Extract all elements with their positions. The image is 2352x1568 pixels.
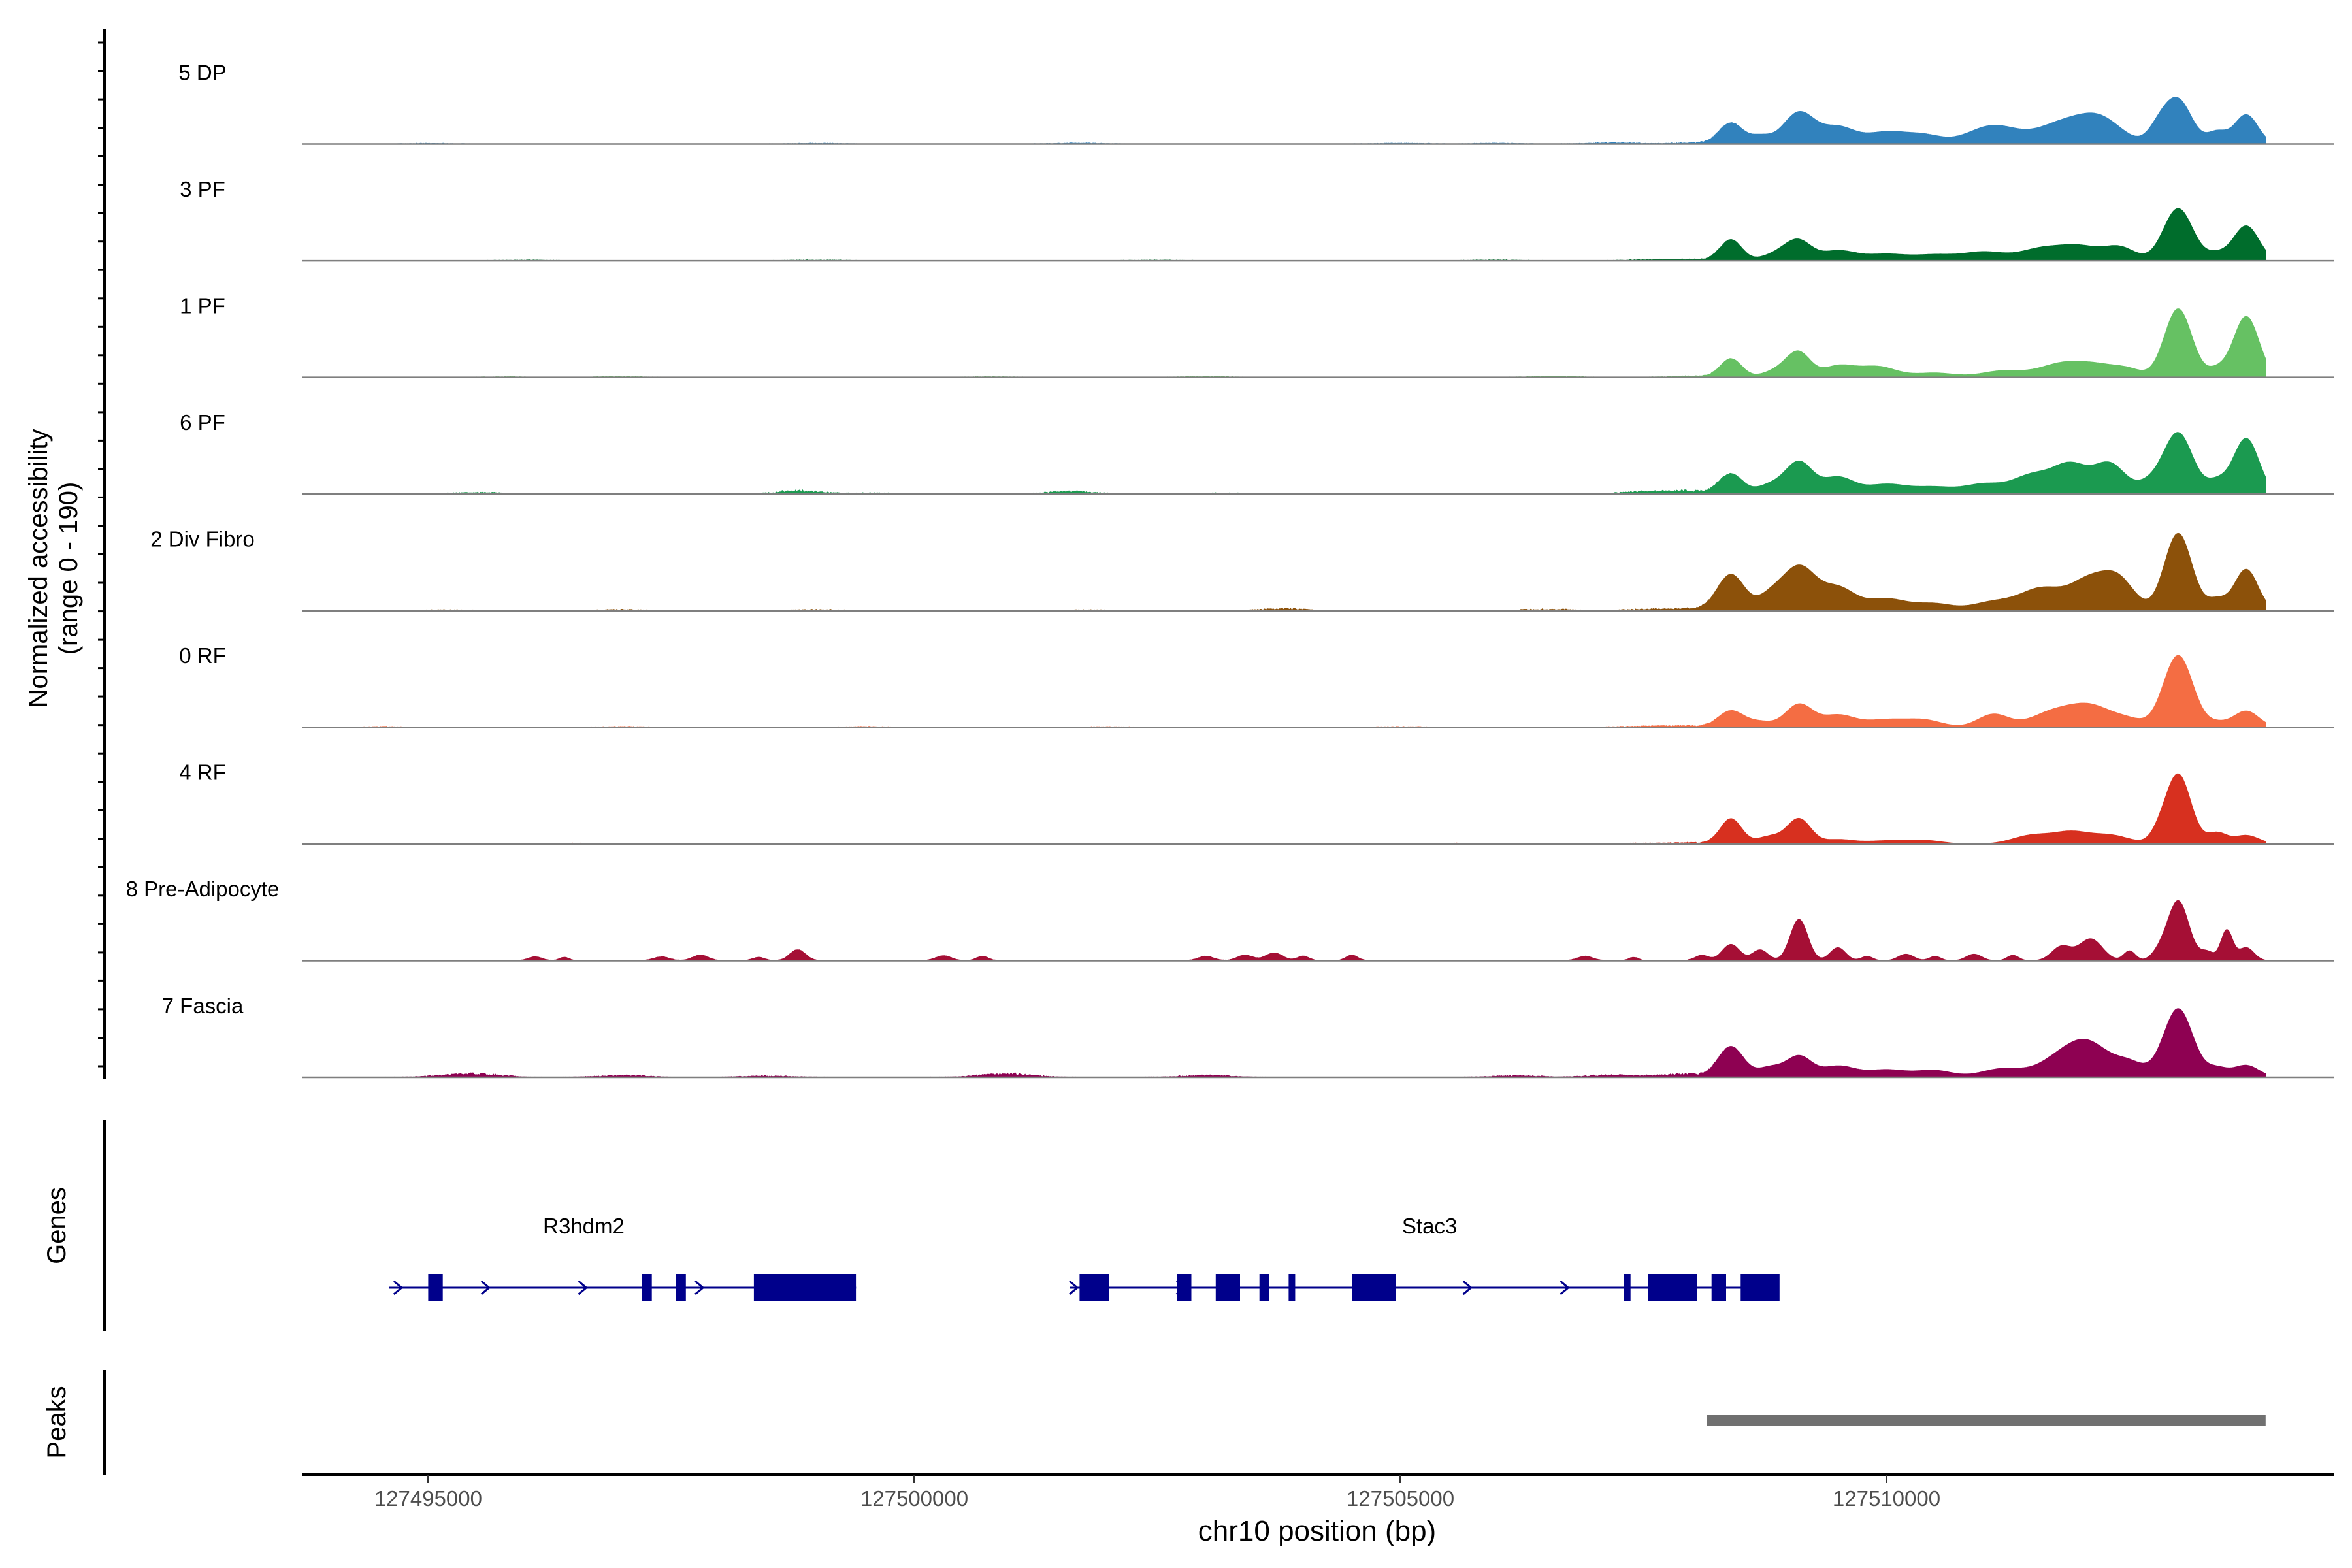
coverage-area	[302, 208, 2266, 261]
peak-region	[1707, 1415, 2266, 1426]
strand-arrow	[694, 1280, 705, 1296]
gene-label: Stac3	[1402, 1214, 1457, 1238]
track-8-pre-adipocyte: 8 Pre-Adipocyte	[126, 877, 2334, 962]
exon-large	[1740, 1274, 1780, 1301]
exon-small	[428, 1274, 443, 1301]
strand-arrow	[578, 1280, 588, 1296]
exon-small	[676, 1274, 686, 1301]
x-axis-label: chr10 position (bp)	[1198, 1515, 1436, 1547]
exon-small	[1624, 1274, 1631, 1301]
gene-track: R3hdm2 Stac3	[389, 1214, 1780, 1301]
coverage-area	[302, 97, 2266, 145]
strand-arrow	[393, 1280, 404, 1296]
exon-small	[642, 1274, 652, 1301]
track-1-pf: 1 PF	[180, 294, 2334, 378]
exon-large	[1648, 1274, 1697, 1301]
gene-stac3: Stac3	[1069, 1214, 1780, 1301]
gene-r3hdm2: R3hdm2	[389, 1214, 857, 1301]
peak-track	[1707, 1415, 2266, 1426]
track-3-pf: 3 PF	[180, 177, 2334, 262]
gene-label: R3hdm2	[543, 1214, 625, 1238]
track-label: 6 PF	[180, 410, 225, 434]
exon-large	[753, 1274, 857, 1301]
exon-small	[1352, 1274, 1396, 1301]
track-label: 5 DP	[178, 60, 226, 84]
coverage-area	[302, 900, 2266, 961]
strand-arrow	[1462, 1280, 1473, 1296]
track-5-dp: 5 DP	[178, 60, 2334, 145]
x-tick-label: 127495000	[374, 1486, 482, 1511]
track-label: 3 PF	[180, 177, 225, 201]
x-tick-label: 127500000	[860, 1486, 968, 1511]
track-7-fascia: 7 Fascia	[162, 994, 2334, 1079]
genes-label: Genes	[42, 1187, 71, 1264]
coverage-area	[302, 532, 2266, 612]
y-axis-label-line1: Normalized accessibility	[24, 429, 53, 708]
exon-small	[1259, 1274, 1269, 1301]
track-label: 1 PF	[180, 294, 225, 318]
coverage-axis-ticks	[98, 41, 105, 1068]
exon-small	[1215, 1274, 1240, 1301]
track-label: 7 Fascia	[162, 994, 244, 1018]
strand-arrow	[1560, 1280, 1570, 1296]
peaks-label: Peaks	[42, 1386, 71, 1458]
strand-arrow	[480, 1280, 491, 1296]
strand-arrow	[1069, 1280, 1079, 1296]
x-axis-ticks: 127495000 127500000 127505000 127510000	[374, 1475, 1940, 1511]
track-label: 2 Div Fibro	[150, 527, 255, 551]
exon-small	[1288, 1274, 1296, 1301]
exon-small	[1177, 1274, 1192, 1301]
coverage-area	[302, 432, 2266, 495]
coverage-area	[302, 308, 2266, 378]
y-axis-label: Normalized accessibility (range 0 - 190)	[24, 429, 83, 708]
coverage-tracks: 5 DP 3 PF 1 PF 6 PF 2 Div Fibro 0 RF 4 RF 8 Pre…	[126, 60, 2334, 1079]
track-6-pf: 6 PF	[180, 410, 2334, 495]
track-4-rf: 4 RF	[179, 760, 2334, 845]
track-0-rf: 0 RF	[179, 644, 2334, 728]
exon-small	[1079, 1274, 1109, 1301]
x-tick-label: 127510000	[1833, 1486, 1940, 1511]
y-axis-label-line2: (range 0 - 190)	[54, 482, 83, 655]
track-2-div-fibro: 2 Div Fibro	[150, 527, 2334, 612]
coverage-area	[302, 655, 2266, 728]
track-label: 8 Pre-Adipocyte	[126, 877, 280, 901]
coverage-area	[302, 1008, 2266, 1078]
coverage-area	[302, 773, 2266, 845]
track-label: 4 RF	[179, 760, 226, 785]
x-tick-label: 127505000	[1347, 1486, 1454, 1511]
track-label: 0 RF	[179, 644, 226, 668]
exon-small	[1711, 1274, 1726, 1301]
